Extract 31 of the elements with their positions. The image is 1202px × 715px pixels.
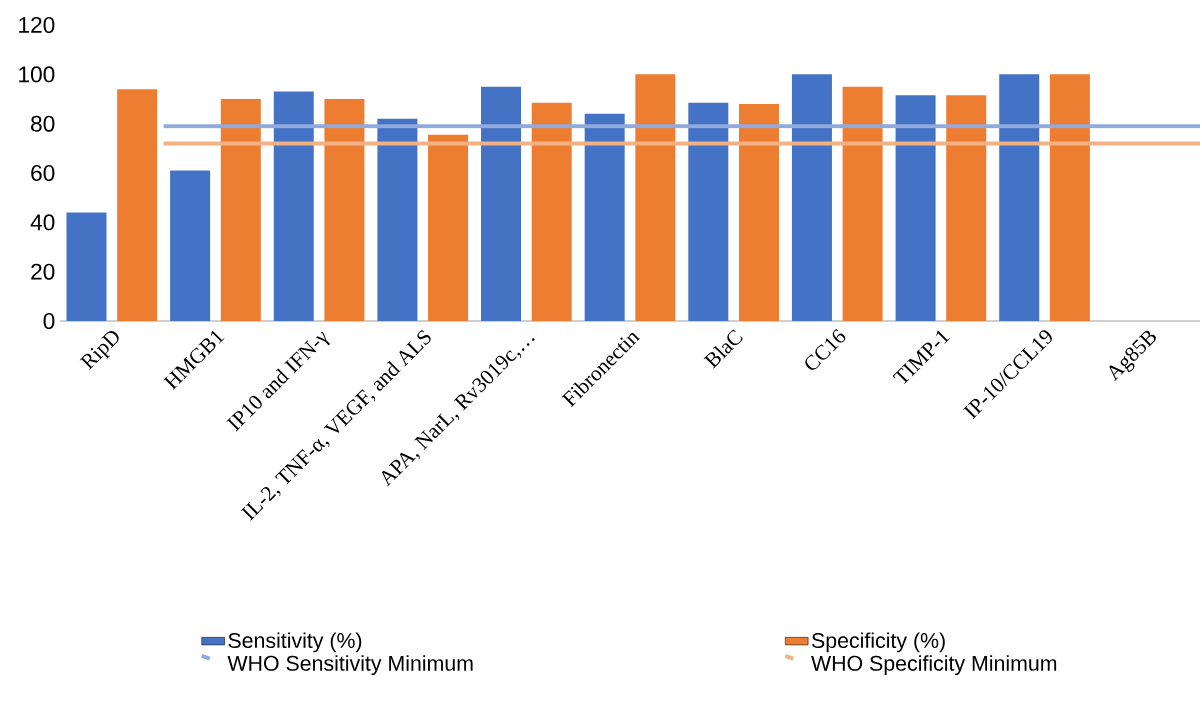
y-tick-label: 20 — [31, 263, 55, 280]
bar — [324, 99, 365, 321]
bar — [220, 99, 261, 321]
y-tick-label: 80 — [31, 115, 55, 132]
y-tick-label: 120 — [19, 16, 55, 34]
bar — [170, 170, 211, 321]
y-tick-label: 0 — [43, 312, 55, 330]
legend-label: Sensitivity (%) — [228, 632, 362, 653]
bar — [377, 118, 418, 321]
bar — [635, 74, 676, 321]
y-tick-label: 100 — [19, 66, 55, 83]
bar — [688, 102, 729, 321]
y-tick-label: 60 — [31, 164, 55, 182]
legend-label: WHO Specificity Minimum — [811, 655, 1057, 676]
legend-label: WHO Sensitivity Minimum — [227, 655, 473, 676]
bar — [999, 74, 1040, 321]
bar — [273, 91, 314, 321]
bar — [1049, 74, 1090, 321]
bar — [584, 113, 625, 321]
y-tick-label: 40 — [30, 214, 55, 231]
bar — [428, 134, 469, 321]
bar — [895, 95, 936, 321]
legend-label: Specificity (%) — [811, 632, 945, 653]
bar — [531, 102, 572, 321]
bar — [481, 86, 522, 321]
bar — [791, 74, 832, 321]
bar — [66, 212, 107, 321]
bar — [946, 95, 987, 321]
bar — [842, 86, 883, 321]
bar — [738, 103, 779, 321]
bar — [117, 89, 158, 321]
